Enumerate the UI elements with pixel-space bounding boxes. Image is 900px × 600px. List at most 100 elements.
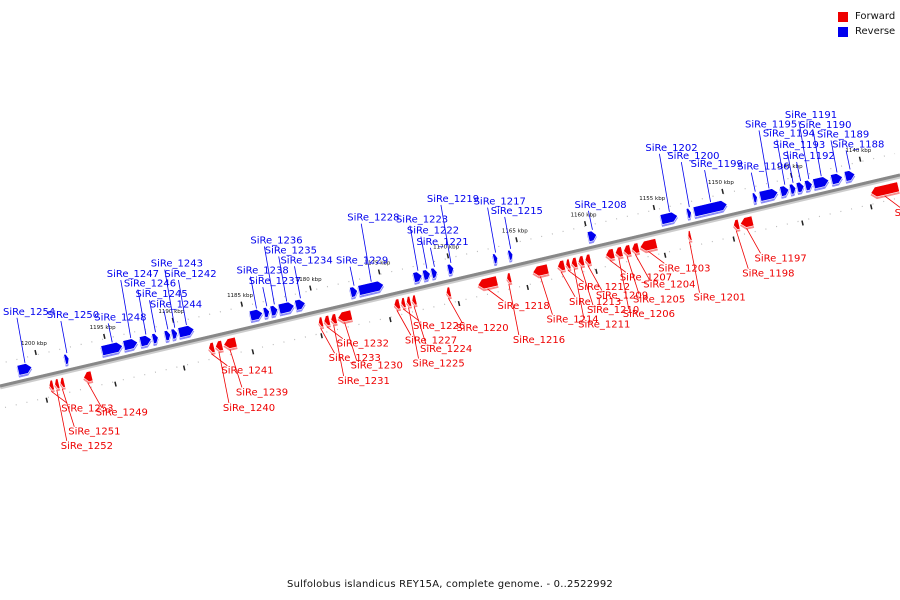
gene-leader-line <box>758 130 770 189</box>
gene-arrow-reverse <box>812 176 830 190</box>
gene-label: SiRe_1244 <box>150 299 202 310</box>
gene-arrow-reverse <box>16 363 33 376</box>
gene-leader-line <box>408 307 419 359</box>
gene-label: SiRe_1237 <box>249 276 301 287</box>
gene-leader-line <box>609 260 627 273</box>
tick-mark <box>103 333 106 339</box>
gene-leader-line <box>626 256 640 295</box>
gene-leader-line <box>178 279 187 326</box>
gene-label: SiRe_1209 <box>596 290 648 301</box>
gene-arrow-forward <box>739 215 755 228</box>
gene-arrow-forward <box>223 336 238 349</box>
gene-leader-line <box>16 317 26 363</box>
gene-label: SiRe_1239 <box>236 387 288 398</box>
gene-arrow-reverse <box>795 181 805 194</box>
gene-arrow-reverse <box>779 185 790 197</box>
gene-leader-line <box>320 327 335 354</box>
gene-arrow-forward <box>687 230 693 241</box>
tick-mark <box>446 253 450 259</box>
tick-mark <box>45 397 49 403</box>
gene-arrow-forward <box>639 238 659 252</box>
gene-leader-line <box>420 236 428 269</box>
tick-mark <box>515 237 518 243</box>
gene-arrow-reverse <box>138 335 152 348</box>
gene-label: SiRe_1249 <box>96 408 148 419</box>
gene-label: SiRe_1215 <box>491 206 543 217</box>
gene-label: SiRe_1238 <box>236 266 288 277</box>
gene-label: SiRe_1194 <box>763 129 815 140</box>
gene-leader-line <box>164 269 176 328</box>
gene-label: SiRe_1250 <box>47 310 99 321</box>
gene-label: SiRe_1196 <box>737 162 789 173</box>
genome-axis <box>0 173 900 388</box>
gene-arrow-forward <box>446 286 452 298</box>
gene-leader-line <box>587 265 603 291</box>
gene-label: SiRe_1254 <box>3 307 55 318</box>
gene-label: SiRe_1201 <box>694 293 746 304</box>
gene-label: SiRe_1234 <box>280 255 332 266</box>
tick-label: 1180 kbp <box>296 277 322 283</box>
tick-label: 1140 kbp <box>845 148 871 154</box>
gene-label: SiRe_1202 <box>645 143 697 154</box>
tick-mark <box>663 252 667 258</box>
gene-arrow-forward <box>411 294 418 306</box>
gene-arrow-forward <box>323 314 332 326</box>
gene-arrow-reverse <box>170 328 178 340</box>
gene-leader-line <box>211 353 228 367</box>
gene-label: SiRe_1243 <box>151 259 203 270</box>
gene-arrow-forward <box>330 313 338 325</box>
gene-leader-line <box>344 322 358 361</box>
tick-mark <box>457 300 461 307</box>
gene-label: SiRe_1247 <box>107 269 159 280</box>
gene-label: SiRe_1203 <box>658 263 710 274</box>
gene-leader-line <box>750 172 756 192</box>
gene-leader-line <box>137 289 147 335</box>
gene-arrow-forward <box>565 258 572 270</box>
gene-arrow-forward <box>208 341 216 353</box>
gene-label: SiRe_1226 <box>413 321 465 332</box>
gene-label: SiRe_1252 <box>61 441 113 452</box>
tick-mark <box>595 268 598 274</box>
gene-leader-line <box>396 310 412 336</box>
gene-leader-line <box>87 382 103 408</box>
gene-leader-line <box>704 170 712 203</box>
gene-label: SiRe_1245 <box>136 289 188 300</box>
gene-leader-line <box>830 140 838 173</box>
gene-arrow-forward <box>532 263 550 277</box>
tick-label: 1175 kbp <box>364 261 390 267</box>
gene-arrow-reverse <box>357 280 385 296</box>
gene-leader-line <box>61 388 75 427</box>
tick-mark <box>34 349 37 356</box>
gene-label: SiRe_1221 <box>416 237 468 248</box>
gene-arrow-reverse <box>277 301 295 315</box>
tick-mark <box>114 381 117 387</box>
gene-arrow-reverse <box>507 249 514 261</box>
gene-arrow-reverse <box>803 179 813 192</box>
gene-label: SiRe_1189 <box>817 129 869 140</box>
gene-label: SiRe_1231 <box>338 376 390 387</box>
gene-leader-line <box>163 310 169 330</box>
tick-mark <box>583 221 587 227</box>
gene-arrow-reverse <box>421 269 431 281</box>
gene-label: SiRe_1222 <box>407 226 459 237</box>
gene-leader-line <box>776 139 786 185</box>
gene-leader-line <box>448 297 463 324</box>
gene-leader-line <box>250 276 257 309</box>
gene-label: SiRe_1213 <box>569 297 621 308</box>
gene-leader-line <box>263 246 275 305</box>
gene-label: SiRe_1197 <box>755 253 807 264</box>
gene-arrow-forward <box>406 295 413 307</box>
gene-arrow-forward <box>477 275 499 290</box>
gene-label: SiRe_1241 <box>221 366 273 377</box>
gene-leader-line <box>567 269 585 283</box>
legend: Forward Reverse <box>838 9 895 39</box>
gene-leader-line <box>786 150 794 183</box>
tick-label: 1155 kbp <box>639 196 665 202</box>
gene-leader-line <box>884 195 900 208</box>
gene-leader-line <box>326 326 344 340</box>
gene-leader-line <box>487 207 496 253</box>
gene-arrow-reverse <box>751 192 758 204</box>
gene-label: SiRe_1227 <box>405 335 457 346</box>
gene-label: SiRe_1216 <box>513 335 565 346</box>
gene-label: SiRe_1200 <box>667 151 719 162</box>
